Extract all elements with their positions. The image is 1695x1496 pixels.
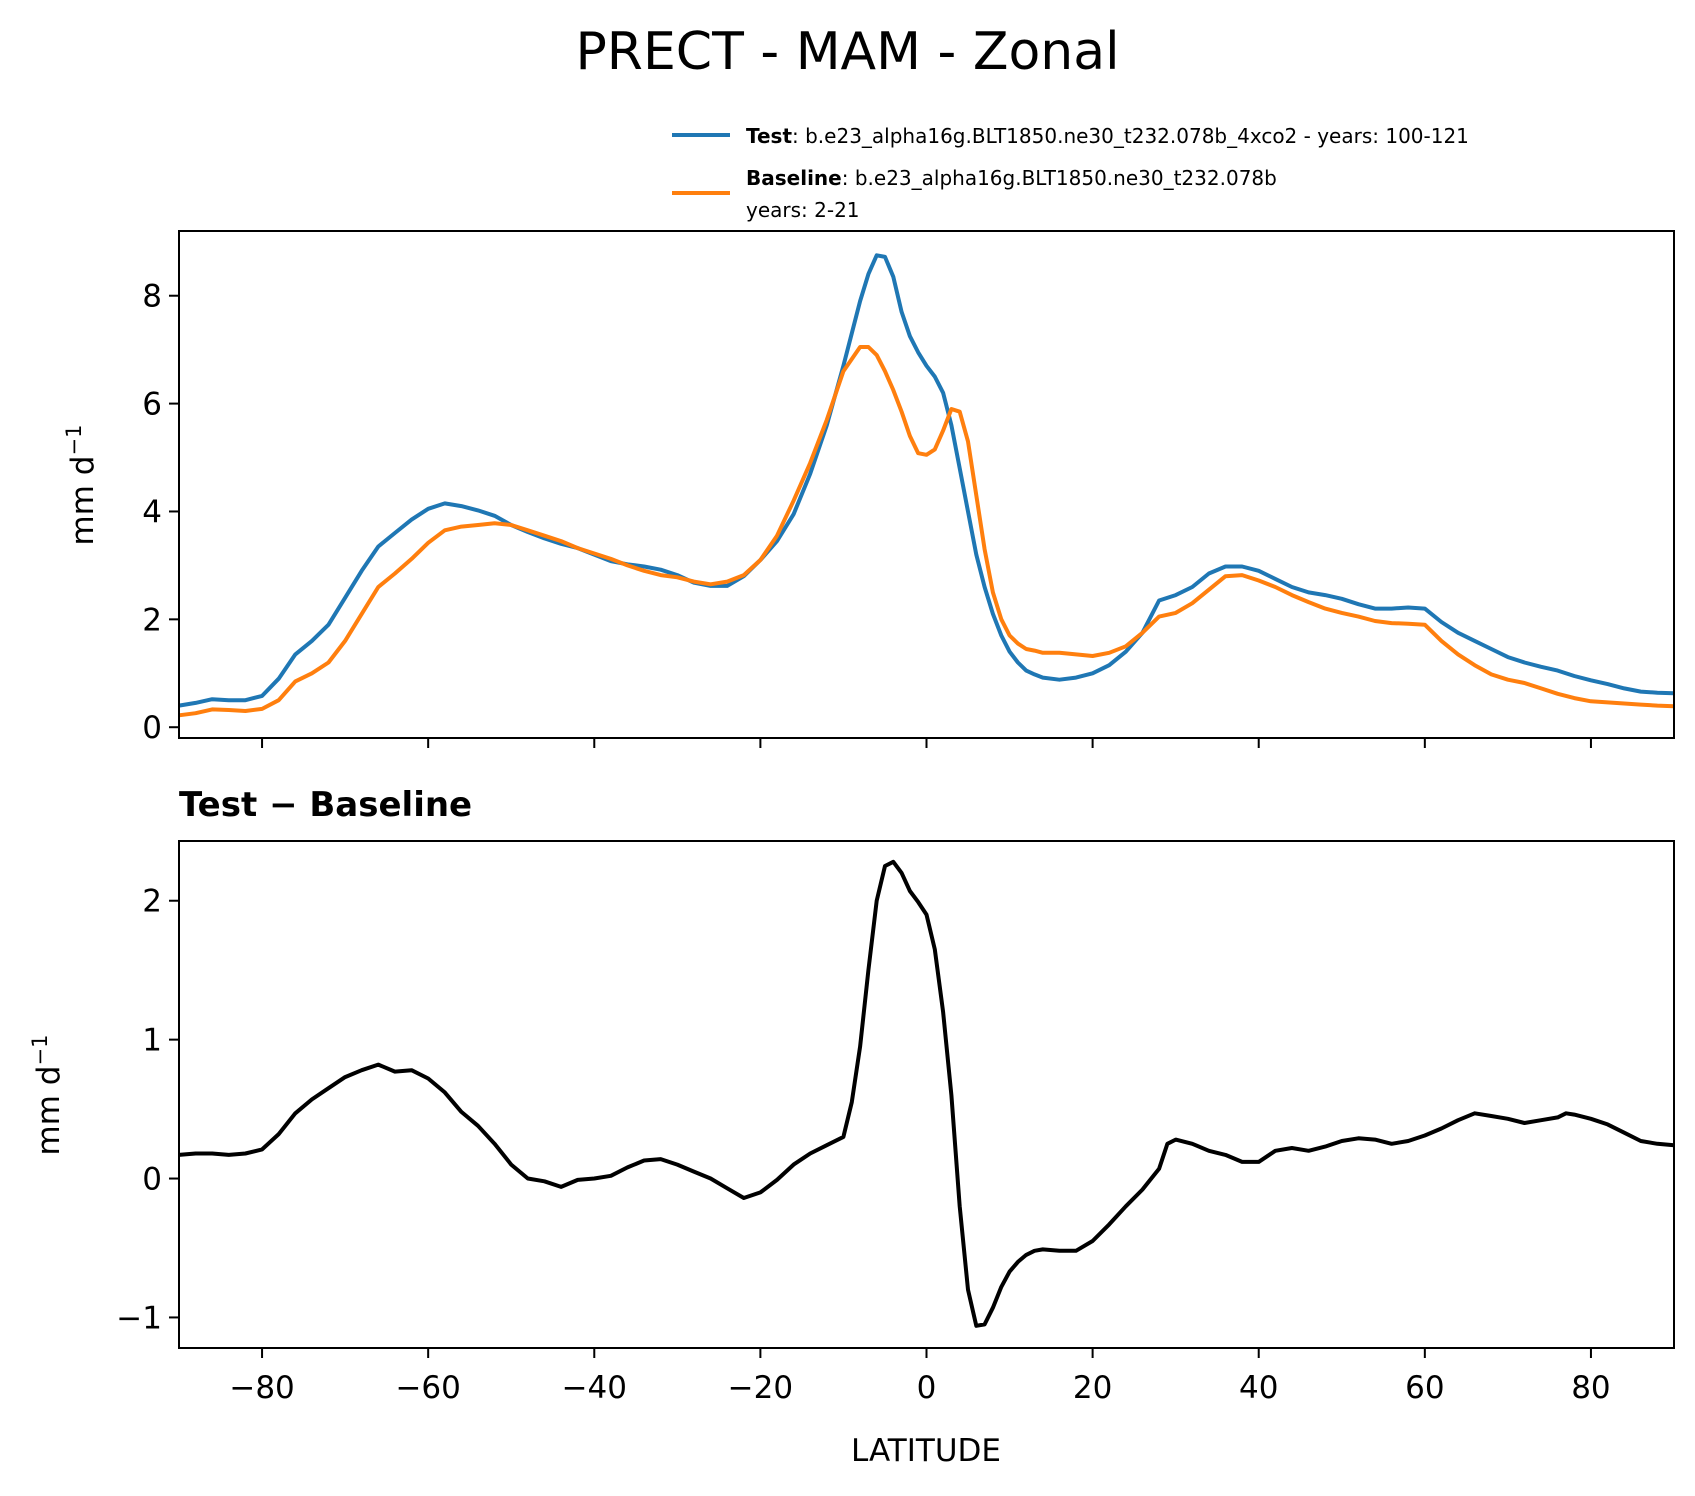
bottom-series-line-difference — [178, 859, 1675, 1328]
top-ytick-label: 4 — [142, 494, 162, 530]
top-lines — [178, 253, 1675, 718]
top-ylabel-text: mm d — [65, 456, 101, 546]
bottom-panel: Test − Baseline −1 0 1 2 −80 −60 −40 −20 0 20 40 6… — [28, 785, 1675, 1469]
top-series-line-baseline — [178, 345, 1675, 718]
bottom-yticks: −1 0 1 2 — [116, 884, 179, 1336]
bottom-ytick-label: −1 — [116, 1300, 162, 1336]
top-y-axis-label: mm d−1 — [62, 425, 101, 546]
bottom-ytick-label: 2 — [142, 884, 162, 920]
legend-test-text: : b.e23_alpha16g.BLT1850.ne30_t232.078b_… — [792, 124, 1469, 148]
bottom-xtick-label: 20 — [1073, 1370, 1112, 1406]
bottom-ytick-label: 1 — [142, 1023, 162, 1059]
bottom-xtick-label: 40 — [1239, 1370, 1278, 1406]
diff-panel-title: Test − Baseline — [179, 785, 472, 825]
x-axis-label: LATITUDE — [851, 1433, 1001, 1469]
legend-test-label: Test: b.e23_alpha16g.BLT1850.ne30_t232.0… — [746, 124, 1469, 148]
legend-baseline-years: years: 2-21 — [746, 198, 860, 222]
top-ytick-label: 6 — [142, 387, 162, 423]
top-ylabel-sup: −1 — [62, 425, 86, 456]
top-ytick-label: 0 — [142, 710, 162, 746]
bottom-xticks: −80 −60 −40 −20 0 20 40 60 80 — [229, 1348, 1611, 1406]
top-series-line-test — [178, 253, 1675, 708]
legend-baseline-name: Baseline — [746, 166, 842, 190]
legend: Test: b.e23_alpha16g.BLT1850.ne30_t232.0… — [672, 124, 1469, 222]
figure-title: PRECT - MAM - Zonal — [575, 22, 1120, 82]
top-axes-frame — [178, 230, 1675, 739]
top-yticks: 0 2 4 6 8 — [142, 279, 179, 746]
top-ytick-label: 2 — [142, 602, 162, 638]
bottom-lines — [178, 859, 1675, 1328]
bottom-y-axis-label: mm d−1 — [28, 1035, 67, 1156]
bottom-ylabel-sup: −1 — [28, 1035, 52, 1066]
bottom-xtick-label: −80 — [229, 1370, 294, 1406]
top-ytick-label: 8 — [142, 279, 162, 315]
legend-baseline-label: Baseline: b.e23_alpha16g.BLT1850.ne30_t2… — [746, 166, 1277, 190]
bottom-xtick-label: 60 — [1405, 1370, 1444, 1406]
legend-test-name: Test — [746, 124, 792, 148]
bottom-xtick-label: 80 — [1571, 1370, 1610, 1406]
top-panel: 0 2 4 6 8 mm d−1 — [62, 230, 1675, 748]
bottom-xtick-label: −40 — [562, 1370, 627, 1406]
bottom-xtick-label: 0 — [917, 1370, 937, 1406]
bottom-xtick-label: −20 — [728, 1370, 793, 1406]
bottom-ylabel-text: mm d — [31, 1066, 67, 1156]
top-xticks — [261, 738, 1592, 748]
legend-baseline-text: : b.e23_alpha16g.BLT1850.ne30_t232.078b — [842, 166, 1277, 190]
bottom-xtick-label: −60 — [395, 1370, 460, 1406]
bottom-ytick-label: 0 — [142, 1162, 162, 1198]
